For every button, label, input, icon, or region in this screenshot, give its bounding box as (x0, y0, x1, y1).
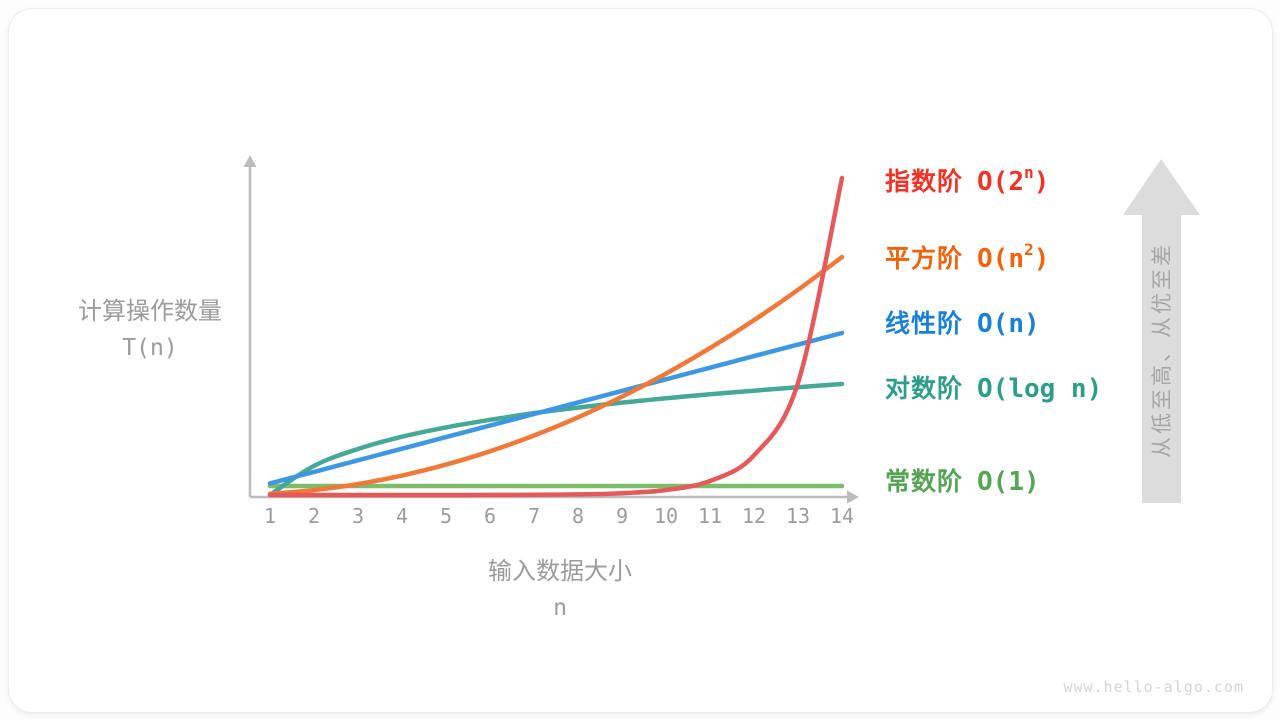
direction-arrow (1123, 159, 1200, 503)
legend-item-constant: 常数阶 O(1) (885, 462, 1040, 498)
legend-notation-exponential: O(2n) (977, 162, 1050, 197)
x-tick-9: 9 (615, 504, 629, 528)
legend-label-exponential: 指数阶 (885, 168, 964, 196)
curve-quadratic (267, 254, 845, 497)
x-tick-12: 12 (741, 504, 767, 528)
legend-item-exponential: 指数阶 O(2n) (885, 162, 1049, 198)
y-axis-arrowhead-icon (243, 155, 257, 167)
curves-layer (267, 175, 845, 498)
y-axis-label-line2: T(n) (122, 335, 178, 361)
legend-notation-quadratic: O(n2) (977, 239, 1050, 274)
x-tick-3: 3 (351, 504, 365, 528)
direction-arrow-label: 从低至高、从优至差 (1151, 242, 1174, 458)
curve-linear (267, 330, 845, 486)
x-tick-7: 7 (527, 504, 541, 528)
x-tick-8: 8 (571, 504, 585, 528)
x-tick-6: 6 (483, 504, 497, 528)
legend-label-linear: 线性阶 (885, 310, 964, 338)
curve-exponential (267, 175, 845, 498)
x-axis-label-line1: 输入数据大小 (488, 558, 632, 585)
legend-item-logarithmic: 对数阶 O(log n) (885, 369, 1102, 405)
watermark: www.hello-algo.com (1063, 678, 1244, 696)
x-axis-label: 输入数据大小 n (488, 554, 632, 626)
curve-logarithmic (267, 381, 845, 498)
legend-item-quadratic: 平方阶 O(n2) (885, 239, 1049, 275)
x-tick-14: 14 (829, 504, 855, 528)
x-tick-1: 1 (263, 504, 277, 528)
x-tick-10: 10 (653, 504, 679, 528)
x-axis-arrowhead-icon (847, 490, 859, 504)
legend-label-logarithmic: 对数阶 (885, 375, 964, 403)
x-tick-13: 13 (785, 504, 811, 528)
legend-notation-linear: O(n) (977, 309, 1040, 339)
x-tick-2: 2 (307, 504, 321, 528)
x-axis-label-line2: n (553, 595, 567, 621)
legend-label-quadratic: 平方阶 (885, 245, 964, 273)
legend-notation-logarithmic: O(log n) (977, 374, 1103, 404)
legend-item-linear: 线性阶 O(n) (885, 304, 1040, 340)
y-axis-label-line1: 计算操作数量 (78, 298, 222, 325)
y-axis-label: 计算操作数量 T(n) (78, 294, 222, 366)
legend-notation-constant: O(1) (977, 467, 1040, 497)
x-tick-4: 4 (395, 504, 409, 528)
x-tick-5: 5 (439, 504, 453, 528)
figure-card (8, 8, 1273, 713)
x-tick-11: 11 (697, 504, 723, 528)
legend-label-constant: 常数阶 (885, 468, 964, 496)
